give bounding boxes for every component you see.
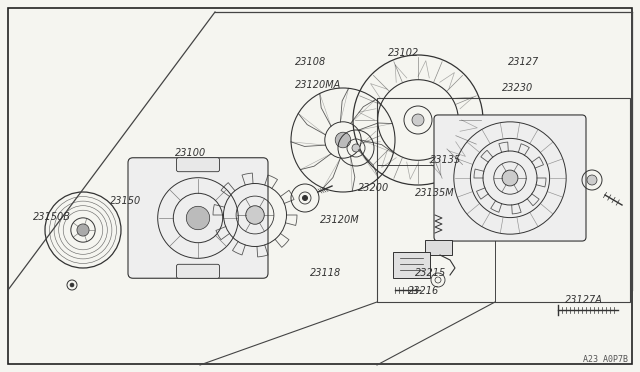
Text: 23216: 23216 xyxy=(408,286,439,296)
Circle shape xyxy=(246,206,264,224)
FancyBboxPatch shape xyxy=(434,115,586,241)
Text: 23230: 23230 xyxy=(502,83,533,93)
FancyBboxPatch shape xyxy=(177,158,220,172)
Text: 23118: 23118 xyxy=(310,268,341,278)
Circle shape xyxy=(303,196,307,201)
Circle shape xyxy=(352,144,360,152)
Text: 23215: 23215 xyxy=(415,268,446,278)
Text: 23135M: 23135M xyxy=(415,188,454,198)
Bar xyxy=(377,165,495,302)
Circle shape xyxy=(587,175,597,185)
Circle shape xyxy=(412,114,424,126)
Circle shape xyxy=(502,170,518,186)
Text: 23108: 23108 xyxy=(295,57,326,67)
Circle shape xyxy=(186,206,210,230)
Text: 23100: 23100 xyxy=(175,148,206,158)
Circle shape xyxy=(77,224,89,236)
Text: 23150B: 23150B xyxy=(33,212,71,222)
Circle shape xyxy=(335,132,351,148)
Text: 23120MA: 23120MA xyxy=(295,80,341,90)
Circle shape xyxy=(70,283,74,287)
Text: 23135: 23135 xyxy=(430,155,461,165)
Text: 23102: 23102 xyxy=(388,48,419,58)
Text: 23120M: 23120M xyxy=(320,215,360,225)
Text: 23127: 23127 xyxy=(508,57,540,67)
Text: A23 A0P7B: A23 A0P7B xyxy=(583,355,628,364)
FancyBboxPatch shape xyxy=(128,158,268,278)
Bar xyxy=(377,98,630,302)
Polygon shape xyxy=(393,252,430,278)
Text: 23200: 23200 xyxy=(358,183,389,193)
FancyBboxPatch shape xyxy=(177,264,220,278)
Text: 23150: 23150 xyxy=(110,196,141,206)
Text: 23127A: 23127A xyxy=(565,295,603,305)
Polygon shape xyxy=(425,240,452,255)
